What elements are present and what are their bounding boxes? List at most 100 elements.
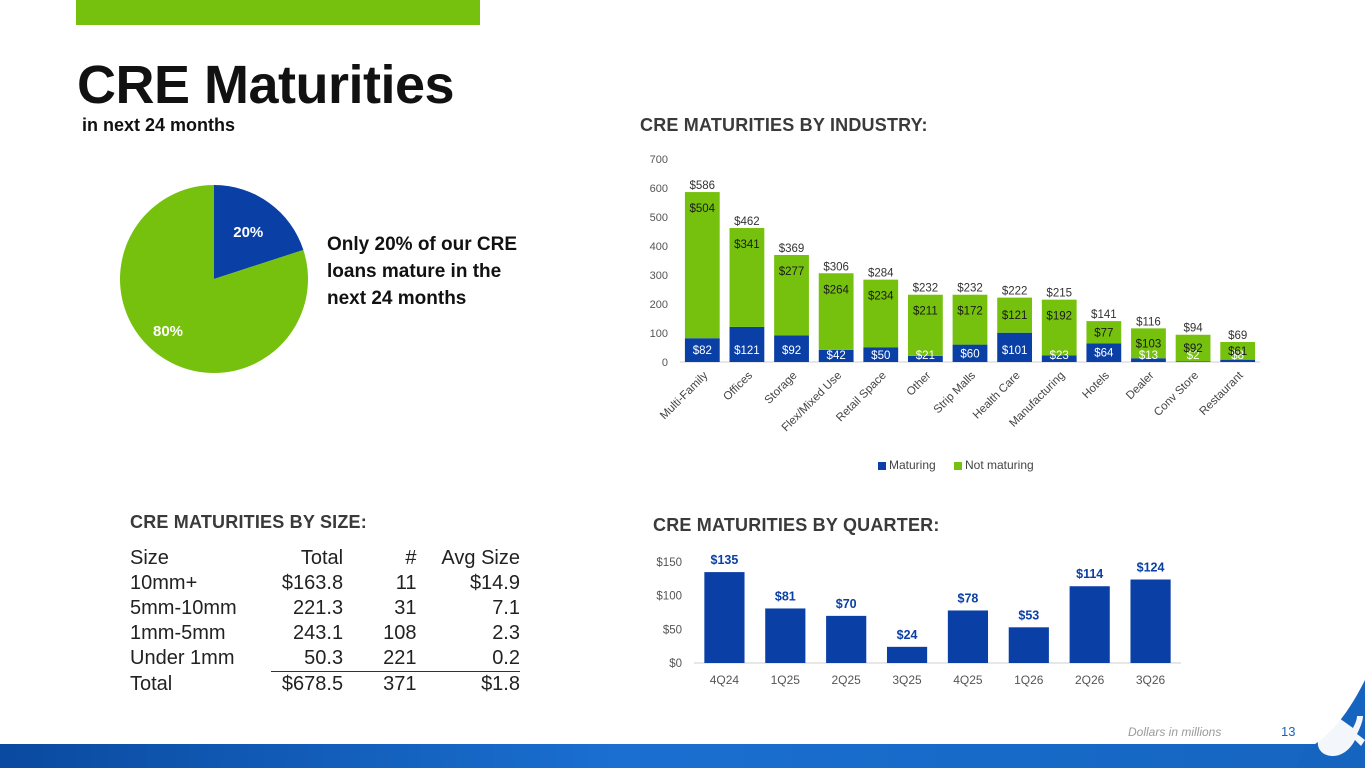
bar-not-maturing [774,254,809,336]
x-category-label: 2Q25 [832,673,862,687]
bar-not-maturing [952,294,988,345]
page-title: CRE Maturities [77,55,455,115]
y-tick-label: 100 [650,328,668,340]
x-category-label: Multi-Family [658,369,710,421]
size-table: Size Total # Avg Size 10mm+ $163.8 11 $1… [130,546,520,697]
bar-value-label: $70 [836,597,857,611]
maturity-pie-chart: 20% 80% [120,185,308,373]
cell: Total [130,672,173,695]
bar-maturing [684,338,720,362]
table-row: Under 1mm 50.3 221 0.2 [130,646,520,672]
cell: 371 [383,673,417,695]
bar-label-maturing: $60 [960,348,979,360]
pie-slice [214,185,304,279]
bar-not-maturing [729,228,765,327]
bar-label-maturing: $42 [827,350,846,362]
x-category-label: Strip Malls [932,369,979,416]
industry-bar-chart: 0 100 200 300 400 500 600 700 $82 $504 $586 Multi-F… [650,154,1260,472]
bar-label-maturing: $64 [1094,348,1114,360]
bar-label-maturing: $23 [1050,350,1069,362]
table-row: 10mm+ $163.8 11 $14.9 [130,571,520,596]
bar-total-label: $462 [734,216,760,228]
bar-label-not-maturing: $234 [868,291,894,303]
bar-not-maturing [1086,321,1122,344]
y-tick-label: 0 [662,357,668,369]
quarter-bar [765,608,806,663]
table-row: 1mm-5mm 243.1 108 2.3 [130,621,520,646]
bar-maturing [1131,358,1166,362]
y-tick-label: 600 [650,183,668,195]
bottom-band [0,744,1365,768]
cell: 31 [394,597,417,619]
bar-label-not-maturing: $264 [823,284,849,296]
bar-total-label: $222 [1002,286,1028,298]
bar-not-maturing [684,192,720,339]
accent-bar [76,0,480,25]
bar-maturing [1175,361,1211,362]
x-category-label: 1Q26 [1014,673,1044,687]
x-category-label: 3Q26 [1136,673,1166,687]
legend-label-not-maturing: Not maturing [965,458,1034,472]
footnote: Dollars in millions [1128,725,1222,739]
x-category-label: 4Q25 [953,673,983,687]
page-subtitle: in next 24 months [82,115,236,135]
bar-label-not-maturing: $277 [779,266,805,278]
callout-line: loans mature in the [327,261,502,282]
cell: 243.1 [293,622,344,644]
y-tick-label: $50 [663,624,682,636]
cell: 1mm-5mm [130,622,226,644]
bar-label-maturing: $13 [1139,350,1158,362]
y-tick-label: 200 [650,299,668,311]
table-row: 5mm-10mm 221.3 31 7.1 [130,596,520,621]
bar-maturing [997,332,1033,362]
header-avg-size: Avg Size [441,547,520,569]
bar-total-label: $232 [913,283,939,295]
bar-not-maturing [818,273,854,350]
callout-line: Only 20% of our CRE [327,234,518,255]
bar-label-maturing: $121 [734,345,760,357]
bar-total-label: $232 [957,283,983,295]
bar-value-label: $53 [1018,608,1039,622]
header-count: # [405,547,417,569]
cell: 50.3 [270,646,346,672]
bar-total-label: $369 [779,243,805,255]
bar-not-maturing [1220,341,1256,360]
y-tick-label: 700 [650,154,668,166]
bar-label-not-maturing: $172 [957,306,983,318]
bar-maturing [729,326,765,362]
table-total-row: Total $678.5 371 $1.8 [130,672,520,698]
page-number: 13 [1281,724,1296,739]
x-category-label: Dealer [1124,370,1157,403]
table-header-row: Size Total # Avg Size [130,546,520,571]
cell: 10mm+ [130,572,198,594]
bar-not-maturing [997,297,1033,333]
bar-value-label: $135 [711,553,739,567]
bar-not-maturing [863,279,899,348]
bar-label-not-maturing: $341 [734,239,760,251]
header-total: Total [300,547,344,569]
y-tick-label: 300 [650,270,668,282]
cell: 11 [395,572,417,594]
quarter-bar [947,610,989,663]
x-category-label: 3Q25 [892,673,922,687]
legend-swatch-maturing [878,462,886,470]
bar-label-not-maturing: $211 [913,306,938,318]
cell: 0.2 [416,646,520,672]
pie-slice [120,185,308,373]
bar-maturing [774,335,809,362]
bar-label-maturing: $2 [1187,350,1200,362]
quarter-bar [1008,627,1049,663]
bar-label-not-maturing: $92 [1183,343,1202,355]
bar-value-label: $114 [1076,567,1103,581]
bar-total-label: $141 [1091,309,1117,321]
bar-total-label: $215 [1046,288,1072,300]
ampersand-logo-icon [1295,680,1365,768]
x-category-label: Storage [763,370,800,407]
bar-label-maturing: $92 [782,345,801,357]
bar-total-label: $116 [1136,316,1161,328]
x-category-label: Hotels [1080,369,1112,401]
y-tick-label: 500 [650,212,668,224]
y-tick-label: $150 [656,557,682,569]
bar-not-maturing [1041,299,1077,356]
bar-label-not-maturing: $103 [1136,338,1162,350]
